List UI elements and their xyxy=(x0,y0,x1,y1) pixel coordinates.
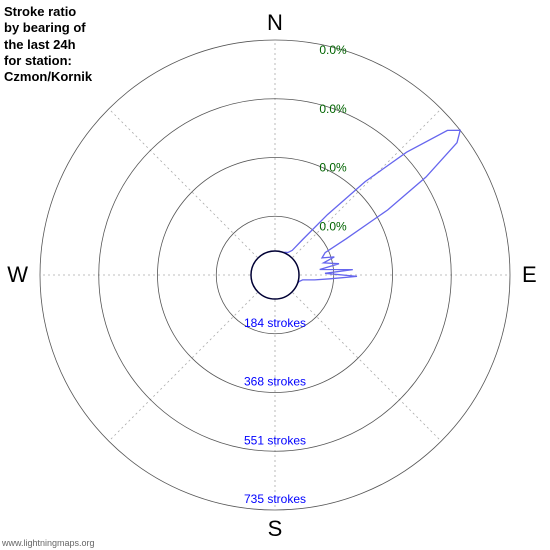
ring-percent-label: 0.0% xyxy=(319,219,347,233)
chart-title: Stroke ratio by bearing of the last 24h … xyxy=(4,4,92,85)
ring-percent-label: 0.0% xyxy=(319,43,347,57)
cardinal-n: N xyxy=(267,10,283,35)
ring-percent-label: 0.0% xyxy=(319,102,347,116)
center-circle xyxy=(251,251,299,299)
attribution: www.lightningmaps.org xyxy=(2,538,95,548)
ring-stroke-label: 184 strokes xyxy=(244,316,306,330)
cardinal-s: S xyxy=(268,516,283,541)
ring-stroke-label: 551 strokes xyxy=(244,433,306,447)
ring-stroke-label: 735 strokes xyxy=(244,492,306,506)
ring-stroke-label: 368 strokes xyxy=(244,375,306,389)
cardinal-w: W xyxy=(7,262,28,287)
polar-chart-container: Stroke ratio by bearing of the last 24h … xyxy=(0,0,550,550)
cardinal-e: E xyxy=(522,262,537,287)
ring-percent-label: 0.0% xyxy=(319,161,347,175)
